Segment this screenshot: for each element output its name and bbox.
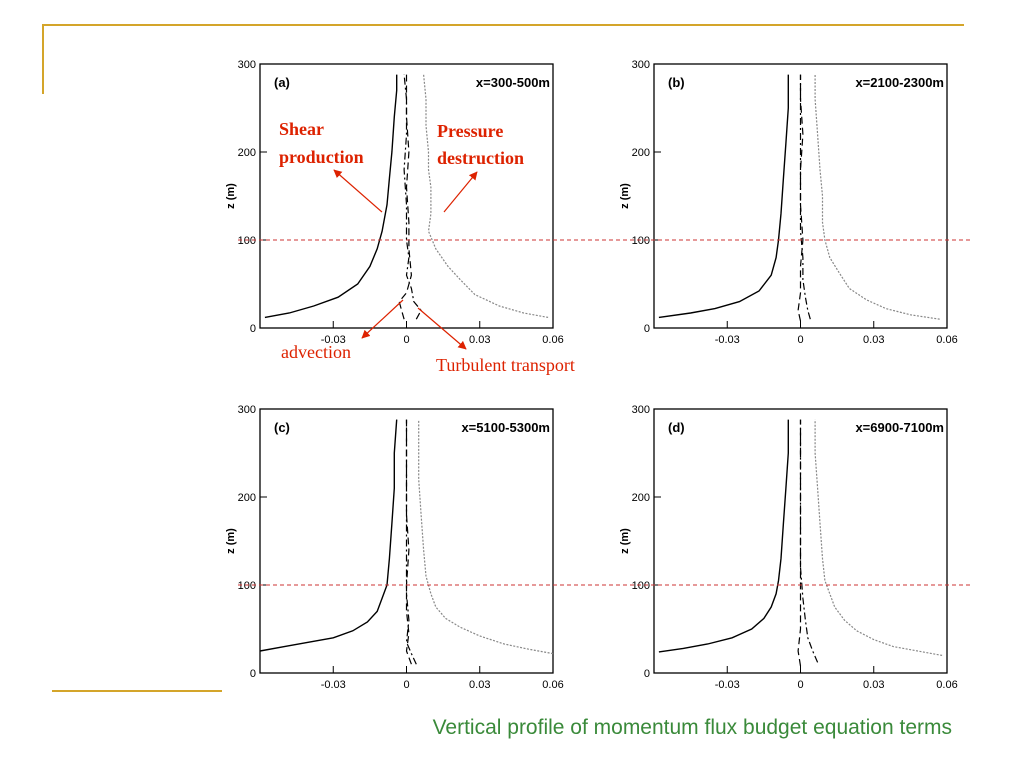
panel-d-series-solid xyxy=(658,419,789,653)
panel-b-series-dashdot xyxy=(799,74,811,320)
panel-c-xtick-label: -0.03 xyxy=(321,679,346,691)
annotation-turbulent: Turbulent transport xyxy=(436,355,575,375)
panel-c-series-dotted-gray xyxy=(418,419,554,655)
panel-b-ytick-label: 0 xyxy=(644,323,650,335)
left-accent-line xyxy=(42,24,44,94)
panel-c-series-solid xyxy=(259,419,398,652)
panel-c-ytick-label: 0 xyxy=(250,668,256,680)
panel-d-ytick-label: 0 xyxy=(644,668,650,680)
panel-c-ylabel: z (m) xyxy=(225,528,237,554)
panel-a-xtick-label: -0.03 xyxy=(321,334,346,346)
panel-b-ytick-label: 200 xyxy=(632,147,650,159)
panel-b-ytick-label: 300 xyxy=(632,59,650,71)
panel-c-ytick-label: 100 xyxy=(238,580,256,592)
panel-c-ytick-label: 300 xyxy=(238,404,256,416)
annotation-shear-line1: Shear xyxy=(279,119,324,139)
top-accent-line xyxy=(42,24,964,26)
annotation-pressure-line1: Pressure xyxy=(437,121,503,141)
panel-a-ylabel: z (m) xyxy=(225,183,237,209)
panel-d-xtick-label: 0.03 xyxy=(863,679,884,691)
panel-b-series-dashed xyxy=(797,74,804,322)
panel-c-letter: (c) xyxy=(274,420,290,435)
annotation-shear-line2: production xyxy=(279,147,364,167)
bottom-accent-line xyxy=(52,690,222,692)
panel-b-series-dotted-gray xyxy=(814,74,940,320)
panel-b-xtick-label: 0.06 xyxy=(936,334,957,346)
panel-d-ylabel: z (m) xyxy=(619,528,631,554)
panel-a-ytick-label: 100 xyxy=(238,235,256,247)
panel-d-xtick-label: 0.06 xyxy=(936,679,957,691)
panel-b-ylabel: z (m) xyxy=(619,183,631,209)
panel-a-xtick-label: 0.03 xyxy=(469,334,490,346)
panel-a-label: x=300-500m xyxy=(476,75,550,90)
panel-b-ytick-label: 100 xyxy=(632,235,650,247)
turbulent-arrow xyxy=(417,307,467,350)
panel-a-ytick-label: 0 xyxy=(250,323,256,335)
panel-c-label: x=5100-5300m xyxy=(461,420,550,435)
annotation-pressure-line2: destruction xyxy=(437,148,524,168)
shear-arrow xyxy=(333,169,383,213)
panel-d-label: x=6900-7100m xyxy=(855,420,944,435)
panel-c-xtick-label: 0.06 xyxy=(542,679,563,691)
panel-a-xtick-label: 0 xyxy=(403,334,409,346)
panel-d-ytick-label: 300 xyxy=(632,404,650,416)
panel-d-letter: (d) xyxy=(668,420,685,435)
panel-a-series-dashed xyxy=(398,74,413,320)
panel-b-label: x=2100-2300m xyxy=(855,75,944,90)
panel-a-series-dashdot xyxy=(403,74,422,320)
panel-b-xtick-label: -0.03 xyxy=(715,334,740,346)
panel-a-letter: (a) xyxy=(274,75,290,90)
panel-c-series-dashed xyxy=(405,419,412,665)
panel-c-xtick-label: 0 xyxy=(403,679,409,691)
panel-d-series-dashdot xyxy=(799,419,819,663)
annotation-advection: advection xyxy=(281,342,351,362)
panel-d-xtick-label: 0 xyxy=(797,679,803,691)
panel-d-series-dotted-gray xyxy=(814,419,943,656)
advection-arrow xyxy=(361,299,404,339)
panel-b-letter: (b) xyxy=(668,75,685,90)
panel-d-series-dashed xyxy=(797,419,802,667)
panel-d-ytick-label: 100 xyxy=(632,580,650,592)
figure-caption: Vertical profile of momentum flux budget… xyxy=(432,716,952,739)
panel-a-series-solid xyxy=(264,74,398,319)
panel-d-ytick-label: 200 xyxy=(632,492,650,504)
panel-c-xtick-label: 0.03 xyxy=(469,679,490,691)
pressure-arrow xyxy=(443,171,478,213)
panel-c-series-dashdot xyxy=(405,419,417,665)
panel-a-xtick-label: 0.06 xyxy=(542,334,563,346)
panel-a-series-dotted-gray xyxy=(423,74,549,318)
panel-d-xtick-label: -0.03 xyxy=(715,679,740,691)
panel-b-xtick-label: 0.03 xyxy=(863,334,884,346)
panel-b-series-solid xyxy=(658,74,789,319)
panel-a-ytick-label: 200 xyxy=(238,147,256,159)
panel-c-ytick-label: 200 xyxy=(238,492,256,504)
panel-b-xtick-label: 0 xyxy=(797,334,803,346)
panel-a-ytick-label: 300 xyxy=(238,59,256,71)
